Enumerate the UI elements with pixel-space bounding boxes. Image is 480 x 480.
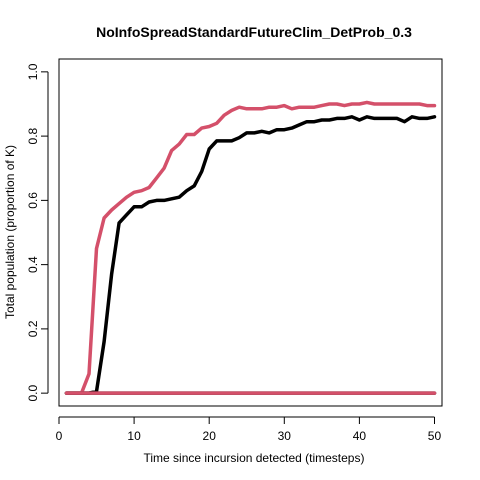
x-axis: 0 10 20 30 40 50 — [56, 417, 442, 443]
x-tick-label: 50 — [428, 429, 442, 443]
y-tick-label: 0.8 — [26, 127, 40, 144]
y-axis-label: Total population (proportion of K) — [3, 145, 17, 319]
y-tick-label: 0.4 — [26, 256, 40, 273]
x-tick-label: 40 — [353, 429, 367, 443]
y-axis: 0.0 0.2 0.4 0.6 0.8 1.0 — [26, 63, 48, 401]
y-tick-label: 1.0 — [26, 63, 40, 80]
y-tick-label: 0.2 — [26, 320, 40, 337]
y-tick-label: 0.6 — [26, 192, 40, 209]
x-tick-label: 20 — [203, 429, 217, 443]
x-tick-label: 0 — [56, 429, 63, 443]
y-tick-label: 0.0 — [26, 384, 40, 401]
series-line-2 — [67, 102, 435, 393]
series-line-1 — [67, 117, 435, 393]
x-axis-label: Time since incursion detected (timesteps… — [144, 451, 365, 465]
x-tick-label: 30 — [278, 429, 292, 443]
series-layer — [67, 102, 435, 393]
x-tick-label: 10 — [127, 429, 141, 443]
chart-title: NoInfoSpreadStandardFutureClim_DetProb_0… — [96, 24, 412, 40]
